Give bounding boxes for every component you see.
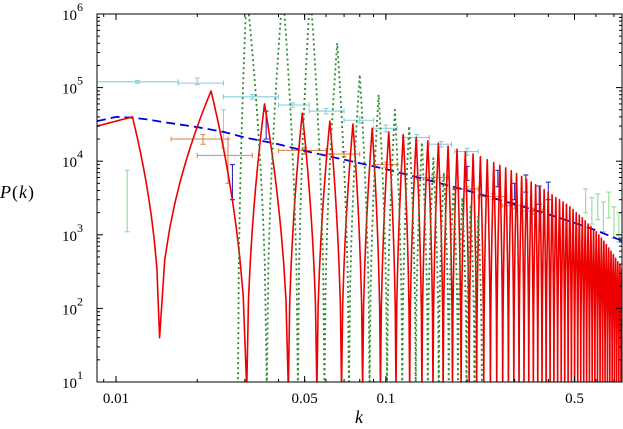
y-tick-label-base: 10 [62, 229, 77, 245]
y-tick-label-exponent: 2 [77, 294, 83, 308]
y-tick-label-exponent: 3 [77, 221, 83, 235]
y-tick-label-base: 10 [62, 8, 77, 24]
error-bar-point [308, 107, 345, 115]
y-axis-label-open: ( [12, 182, 18, 203]
y-axis-label-close: ) [28, 182, 34, 203]
y-tick-label: 104 [62, 147, 83, 171]
y-axis-label: P(k) [0, 182, 34, 203]
y-tick-label-exponent: 1 [77, 368, 83, 382]
y-tick-label: 101 [62, 368, 83, 392]
error-bar-point [222, 94, 280, 100]
series-line-solid [97, 90, 622, 382]
error-bar-point [177, 77, 224, 86]
x-axis-label: k [355, 407, 364, 427]
x-tick-label: 0.05 [292, 391, 318, 407]
error-bar-point [124, 169, 130, 233]
y-axis-label-symbol: P [0, 182, 11, 202]
error-bar-point [589, 197, 595, 225]
y-axis-label-var: k [19, 182, 28, 202]
y-tick-label-exponent: 5 [77, 74, 83, 88]
y-tick-label: 106 [62, 0, 83, 24]
error-bar-point [606, 191, 612, 219]
y-tick-label: 103 [62, 221, 83, 245]
error-bar-point [277, 102, 310, 108]
error-bar-point [595, 193, 601, 221]
y-tick-label: 102 [62, 294, 83, 318]
y-tick-label-base: 10 [62, 82, 77, 98]
x-tick-label: 0.5 [565, 391, 584, 407]
x-tick-label: 0.1 [377, 391, 396, 407]
error-bar-point [372, 124, 398, 133]
error-bar-point [583, 188, 589, 214]
y-tick-label-base: 10 [62, 155, 77, 171]
y-tick-label: 105 [62, 74, 83, 98]
y-tick-label-exponent: 6 [77, 0, 83, 14]
y-tick-label-base: 10 [62, 302, 77, 318]
data-layer [97, 14, 622, 382]
y-tick-label-base: 10 [62, 376, 77, 392]
y-tick-label-exponent: 4 [77, 147, 83, 161]
x-tick-label: 0.01 [103, 391, 129, 407]
plot-background [97, 14, 622, 382]
